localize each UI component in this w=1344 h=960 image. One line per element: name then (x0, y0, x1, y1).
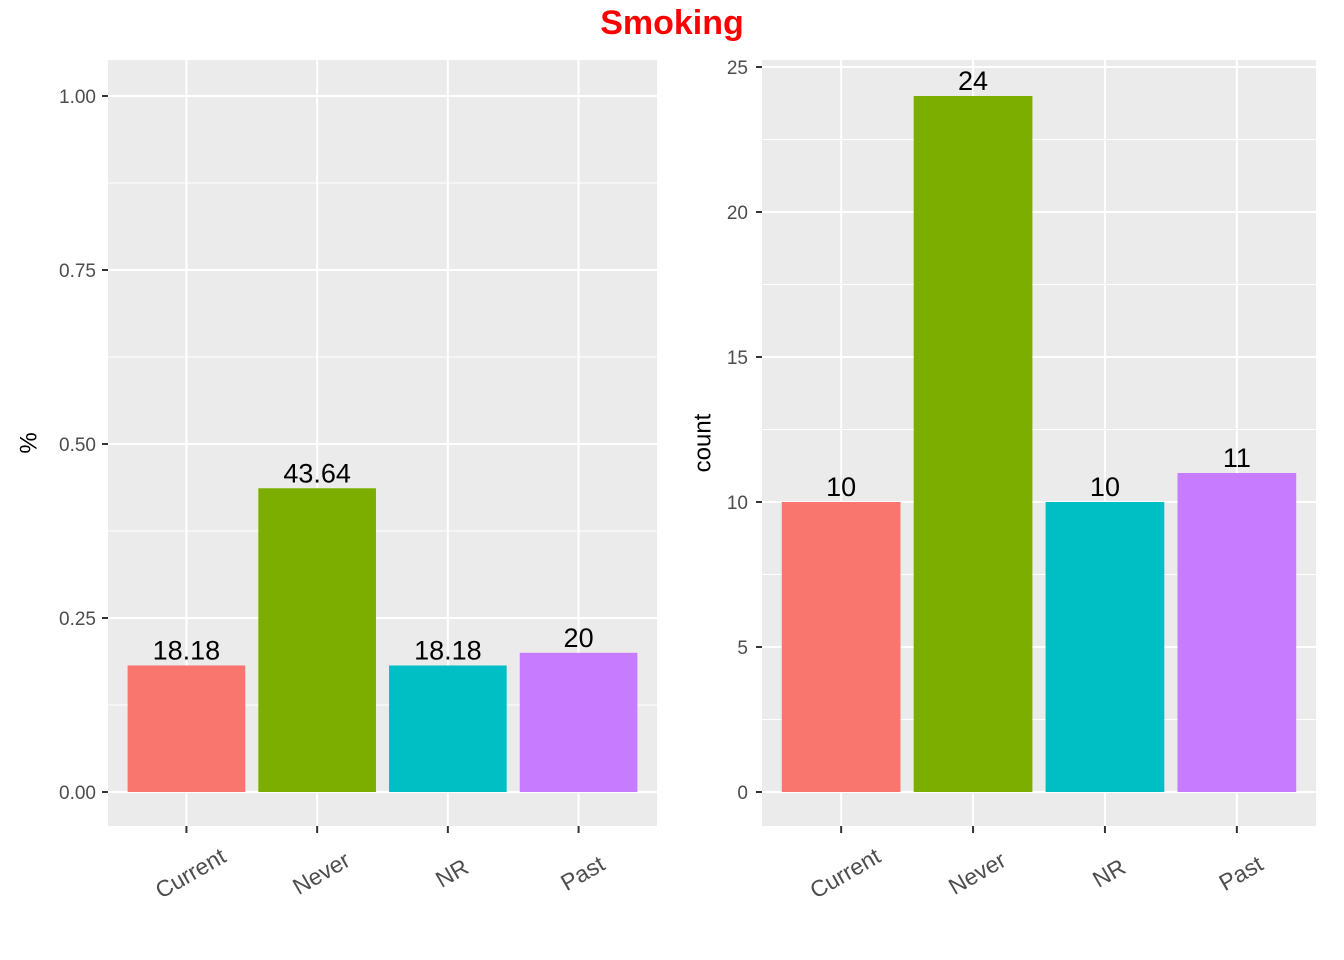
y-tick-label: 0 (737, 783, 748, 804)
x-tick-label-never: Never (288, 846, 354, 899)
bar-never (258, 488, 376, 792)
y-tick-label: 0.50 (59, 435, 96, 456)
y-tick-label: 15 (727, 348, 748, 369)
y-tick-label: 0.25 (59, 609, 96, 630)
bar-never (913, 96, 1033, 792)
chart-panel-percent: 18.18 43.64 18.18 20 0.00 0.25 0.50 0.75 1.00 Cur… (15, 60, 657, 904)
x-tick-label-nr: NR (431, 854, 473, 893)
y-axis-title: % (15, 432, 42, 453)
y-tick-label: 1.00 (59, 87, 96, 108)
x-tick-label-current: Current (151, 842, 231, 903)
data-label: 20 (564, 623, 594, 653)
data-label: 24 (958, 66, 988, 96)
y-tick-label: 25 (727, 58, 748, 79)
y-tick-label: 0.75 (59, 261, 96, 282)
data-label: 18.18 (414, 635, 482, 665)
x-tick-label-never: Never (944, 846, 1010, 899)
y-tick-label: 20 (727, 203, 748, 224)
data-label: 43.64 (283, 458, 351, 488)
y-axis-title: count (689, 413, 716, 472)
x-tick-label-past: Past (1214, 850, 1267, 896)
bar-current (127, 665, 246, 792)
data-label: 18.18 (153, 635, 221, 665)
chart-title: Smoking (600, 4, 744, 42)
data-label: 10 (1090, 472, 1120, 502)
data-label: 10 (826, 472, 856, 502)
chart-panel-count: 10 24 10 11 0 5 10 15 20 25 Current Never NR Past coun… (689, 58, 1316, 904)
bar-nr (1045, 502, 1165, 792)
x-tick-label-past: Past (556, 850, 609, 896)
y-tick-label: 0.00 (59, 783, 96, 804)
bar-current (781, 502, 901, 792)
bar-past (1177, 473, 1297, 792)
data-label: 11 (1223, 443, 1251, 473)
x-tick-label-nr: NR (1088, 854, 1130, 893)
bar-past (519, 652, 638, 792)
x-tick-label-current: Current (805, 842, 885, 903)
y-tick-label: 5 (737, 638, 748, 659)
bar-nr (389, 665, 507, 792)
y-tick-label: 10 (727, 493, 748, 514)
